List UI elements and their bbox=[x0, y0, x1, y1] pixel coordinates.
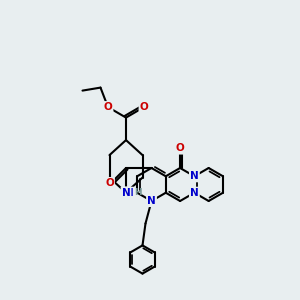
Text: N: N bbox=[125, 188, 134, 198]
Text: N: N bbox=[190, 188, 199, 198]
Text: O: O bbox=[105, 178, 114, 188]
Text: N: N bbox=[147, 196, 156, 206]
Text: O: O bbox=[103, 102, 112, 112]
Text: O: O bbox=[140, 102, 148, 112]
Text: H: H bbox=[134, 188, 142, 197]
Text: N: N bbox=[122, 188, 130, 198]
Text: N: N bbox=[190, 171, 199, 181]
Text: O: O bbox=[176, 143, 184, 154]
